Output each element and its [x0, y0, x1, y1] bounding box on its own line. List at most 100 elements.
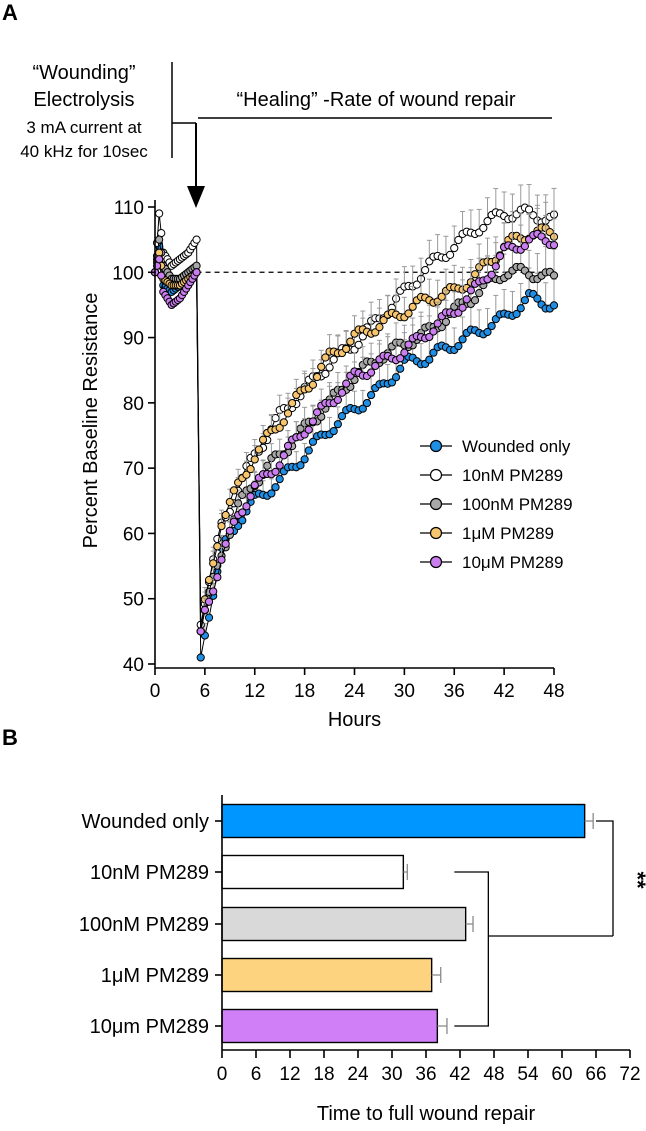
- category-label: 1μM PM289: [101, 965, 209, 987]
- data-point: [396, 364, 405, 373]
- data-point: [549, 240, 559, 250]
- legend-entry: 1μM PM289: [462, 524, 554, 543]
- legend-marker: [429, 468, 443, 482]
- data-point: [520, 296, 530, 305]
- group-bracket: [454, 871, 489, 1027]
- data-point: [337, 388, 347, 397]
- data-point: [458, 335, 467, 344]
- line-chart: 40 50 60 70 80 90 100 110 0 6 12 18 24 30 36 42 48 Hours P…: [80, 183, 573, 731]
- y-tick-label: 80: [123, 394, 144, 415]
- healing-label: “Healing” -Rate of wound repair: [236, 89, 515, 111]
- data-point: [271, 414, 280, 423]
- data-point: [275, 423, 284, 432]
- data-point: [213, 542, 222, 551]
- data-point: [304, 425, 313, 434]
- data-point: [275, 461, 284, 470]
- x-tick-label: 30: [394, 681, 415, 702]
- data-point: [155, 209, 164, 218]
- data-point: [242, 470, 251, 479]
- x-tick-label: 30: [381, 1064, 402, 1085]
- data-point: [283, 441, 293, 450]
- data-point: [217, 555, 226, 564]
- x-tick-label: 36: [444, 681, 465, 702]
- data-point: [275, 474, 284, 484]
- data-point: [342, 344, 351, 354]
- data-point: [308, 417, 318, 426]
- data-point: [271, 467, 280, 476]
- panel-b-letter: B: [2, 725, 18, 750]
- data-point: [258, 435, 268, 444]
- x-tick-label: 6: [200, 681, 211, 702]
- data-point: [329, 426, 338, 436]
- x-tick-label: 6: [251, 1064, 262, 1085]
- data-point: [404, 309, 413, 318]
- data-point: [367, 368, 376, 377]
- x-axis-label: Time to full wound repair: [317, 1103, 536, 1125]
- data-point: [549, 301, 559, 310]
- data-point: [483, 327, 492, 337]
- y-tick-label: 70: [123, 459, 144, 480]
- data-point: [304, 446, 313, 455]
- data-point: [288, 399, 297, 408]
- data-point: [425, 332, 434, 342]
- data-point: [520, 242, 530, 251]
- data-point: [346, 337, 355, 346]
- x-tick-label: 72: [619, 1064, 640, 1085]
- data-point: [229, 486, 239, 495]
- y-axis-label: Percent Baseline Resistance: [80, 293, 102, 549]
- data-point: [333, 395, 342, 405]
- x-tick-label: 48: [483, 1064, 504, 1085]
- data-point: [379, 316, 388, 325]
- data-point: [209, 587, 218, 596]
- data-point: [342, 379, 351, 388]
- x-tick-label: 12: [279, 1064, 300, 1085]
- data-point: [425, 355, 434, 364]
- data-point: [367, 390, 376, 400]
- data-point: [400, 348, 409, 357]
- data-point: [317, 362, 326, 371]
- data-point: [250, 455, 259, 464]
- x-tick-label: 24: [344, 681, 366, 702]
- data-point: [391, 373, 401, 382]
- x-tick-label: 0: [217, 1064, 228, 1085]
- data-point: [213, 573, 222, 582]
- category-label: 10nM PM289: [90, 862, 209, 884]
- data-point: [204, 597, 214, 606]
- x-tick-label: 36: [415, 1064, 436, 1085]
- data-point: [308, 437, 318, 446]
- data-point: [466, 286, 475, 295]
- data-point: [250, 480, 259, 490]
- category-label: 10μm PM289: [90, 1016, 209, 1038]
- legend-entry: 10nM PM289: [462, 466, 563, 485]
- bar: [221, 803, 586, 839]
- bar: [221, 906, 467, 942]
- significance-label: **: [625, 871, 646, 889]
- data-point: [362, 398, 372, 408]
- x-axis-label: Hours: [328, 709, 381, 731]
- data-point: [354, 340, 363, 349]
- data-point: [470, 270, 480, 279]
- data-point: [396, 354, 405, 363]
- data-point: [433, 319, 442, 328]
- y-tick-label: 60: [123, 524, 144, 545]
- data-point: [200, 605, 209, 615]
- data-point: [429, 327, 438, 336]
- data-point: [483, 217, 492, 226]
- data-point: [321, 369, 330, 379]
- data-point: [229, 517, 239, 526]
- series-pm289_10uM: [150, 207, 559, 636]
- data-point: [421, 266, 430, 275]
- data-point: [329, 355, 338, 364]
- data-point: [358, 404, 367, 413]
- category-label: 100nM PM289: [79, 914, 209, 936]
- data-point: [337, 412, 347, 421]
- x-tick-label: 48: [543, 681, 564, 702]
- data-point: [296, 461, 305, 470]
- data-point: [254, 445, 264, 454]
- y-tick-label: 40: [123, 655, 144, 676]
- data-point: [454, 341, 463, 351]
- y-tick-label: 110: [114, 198, 144, 219]
- legend-entry: Wounded only: [462, 437, 571, 456]
- data-point: [279, 418, 288, 427]
